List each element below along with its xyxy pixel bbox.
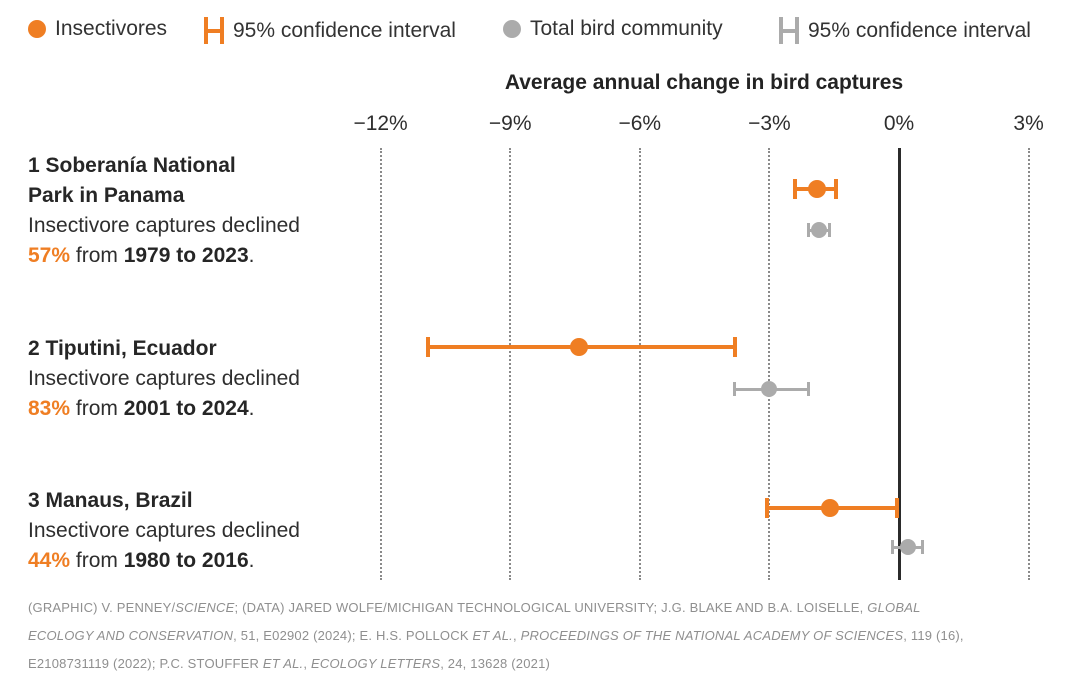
decline-pct: 57% bbox=[28, 244, 71, 267]
footnote-segment: ECOLOGY AND CONSERVATION bbox=[28, 628, 234, 643]
legend-label: 95% confidence interval bbox=[233, 18, 456, 42]
footnote-segment: PROCEEDINGS OF THE NATIONAL ACADEMY OF S… bbox=[520, 628, 904, 643]
footnote-line: ECOLOGY AND CONSERVATION, 51, E02902 (20… bbox=[28, 622, 1068, 650]
row-title: 2 Tiputini, Ecuador bbox=[28, 337, 217, 360]
data-point-total bbox=[811, 222, 828, 238]
row-desc: Insectivore captures declined bbox=[28, 519, 300, 542]
stat-text: from bbox=[70, 397, 124, 420]
footnote: (GRAPHIC) V. PENNEY/SCIENCE; (DATA) JARE… bbox=[28, 594, 1068, 678]
year-range: 1979 to 2023 bbox=[123, 244, 249, 267]
footnote-segment: ; (DATA) JARED WOLFE/MICHIGAN TECHNOLOGI… bbox=[234, 600, 868, 615]
x-tick-label: −3% bbox=[748, 112, 791, 135]
row-desc: Insectivore captures declined bbox=[28, 367, 300, 390]
ci-cap-insectivores bbox=[426, 337, 431, 357]
year-range: 2001 to 2024 bbox=[123, 397, 249, 420]
row-desc: Insectivore captures declined bbox=[28, 214, 300, 237]
ci-cap-total bbox=[891, 540, 895, 554]
footnote-segment: (GRAPHIC) V. PENNEY/ bbox=[28, 600, 176, 615]
stat-text: . bbox=[248, 244, 255, 267]
footnote-segment: GLOBAL bbox=[867, 600, 921, 615]
footnote-segment: , bbox=[512, 628, 521, 643]
data-point-insectivores bbox=[820, 499, 839, 517]
footnote-segment: ET AL. bbox=[472, 628, 513, 643]
legend-label: Insectivores bbox=[55, 17, 168, 40]
legend-item-ci-total: 95% confidence interval bbox=[779, 17, 1031, 44]
data-point-insectivores bbox=[807, 180, 826, 198]
row-label-tiputini: 2 Tiputini, Ecuador Insectivore captures… bbox=[28, 334, 358, 424]
legend-item-total-community: Total bird community bbox=[503, 17, 723, 41]
footnote-segment: , 119 (16), bbox=[903, 628, 964, 643]
footnote-segment: E2108731119 (2022); P.C. STOUFFER bbox=[28, 656, 263, 671]
stat-text: . bbox=[248, 397, 255, 420]
row-stat: 83% from 2001 to 2024. bbox=[28, 394, 358, 424]
footnote-segment: , 24, 13628 (2021) bbox=[440, 656, 551, 671]
error-bar-icon bbox=[779, 17, 799, 44]
footnote-segment: , 51, E02902 (2024); E. H.S. POLLOCK bbox=[233, 628, 473, 643]
footnote-segment: ECOLOGY LETTERS bbox=[311, 656, 441, 671]
ci-cap-total bbox=[733, 382, 737, 396]
ci-cap-insectivores bbox=[732, 337, 737, 357]
legend-item-insectivores: Insectivores bbox=[28, 17, 167, 41]
ci-cap-total bbox=[806, 223, 810, 237]
row-stat: 44% from 1980 to 2016. bbox=[28, 546, 358, 576]
ci-cap-insectivores bbox=[765, 498, 770, 518]
legend-item-ci-insectivores: 95% confidence interval bbox=[204, 17, 456, 44]
year-range: 1980 to 2016 bbox=[123, 549, 249, 572]
row-title: 1 Soberanía National bbox=[28, 154, 236, 177]
footnote-segment: SCIENCE bbox=[175, 600, 235, 615]
footnote-segment: ET AL. bbox=[262, 656, 304, 671]
legend-label: Total bird community bbox=[530, 17, 723, 40]
gridline bbox=[509, 148, 512, 580]
stat-text: from bbox=[70, 244, 124, 267]
stat-text: from bbox=[70, 549, 124, 572]
x-tick-label: −9% bbox=[488, 112, 532, 135]
ci-cap-insectivores bbox=[834, 179, 839, 199]
legend-label: 95% confidence interval bbox=[808, 18, 1031, 42]
chart-title: Average annual change in bird captures bbox=[504, 71, 904, 94]
ci-cap-total bbox=[806, 382, 810, 396]
x-tick-label: −12% bbox=[353, 112, 408, 135]
ci-cap-insectivores bbox=[894, 498, 899, 518]
decline-pct: 44% bbox=[28, 549, 71, 572]
data-point-total bbox=[899, 539, 916, 555]
error-bar-icon bbox=[204, 17, 224, 44]
ci-cap-total bbox=[828, 223, 832, 237]
zero-axis-line bbox=[897, 148, 901, 580]
row-stat: 57% from 1979 to 2023. bbox=[28, 241, 358, 271]
row-title: Park in Panama bbox=[28, 184, 185, 207]
stat-text: . bbox=[248, 549, 255, 572]
footnote-line: E2108731119 (2022); P.C. STOUFFER ET AL.… bbox=[28, 650, 1068, 678]
data-point-total bbox=[761, 381, 778, 397]
total-community-dot-icon bbox=[503, 20, 521, 38]
x-tick-label: 0% bbox=[883, 112, 915, 135]
row-label-manaus: 3 Manaus, Brazil Insectivore captures de… bbox=[28, 486, 358, 576]
x-tick-label: −6% bbox=[618, 112, 662, 135]
gridline bbox=[638, 148, 641, 580]
gridline bbox=[768, 148, 771, 580]
gridline bbox=[1027, 148, 1030, 580]
row-label-panama: 1 Soberanía National Park in Panama Inse… bbox=[28, 151, 358, 271]
gridline bbox=[379, 148, 382, 580]
decline-pct: 83% bbox=[28, 397, 71, 420]
footnote-line: (GRAPHIC) V. PENNEY/SCIENCE; (DATA) JARE… bbox=[28, 594, 1068, 622]
x-tick-label: 3% bbox=[1013, 112, 1044, 135]
data-point-insectivores bbox=[570, 338, 589, 356]
row-title: 3 Manaus, Brazil bbox=[28, 489, 193, 512]
ci-cap-insectivores bbox=[793, 179, 798, 199]
ci-cap-total bbox=[921, 540, 925, 554]
footnote-segment: , bbox=[303, 656, 311, 671]
insectivores-dot-icon bbox=[28, 20, 46, 38]
